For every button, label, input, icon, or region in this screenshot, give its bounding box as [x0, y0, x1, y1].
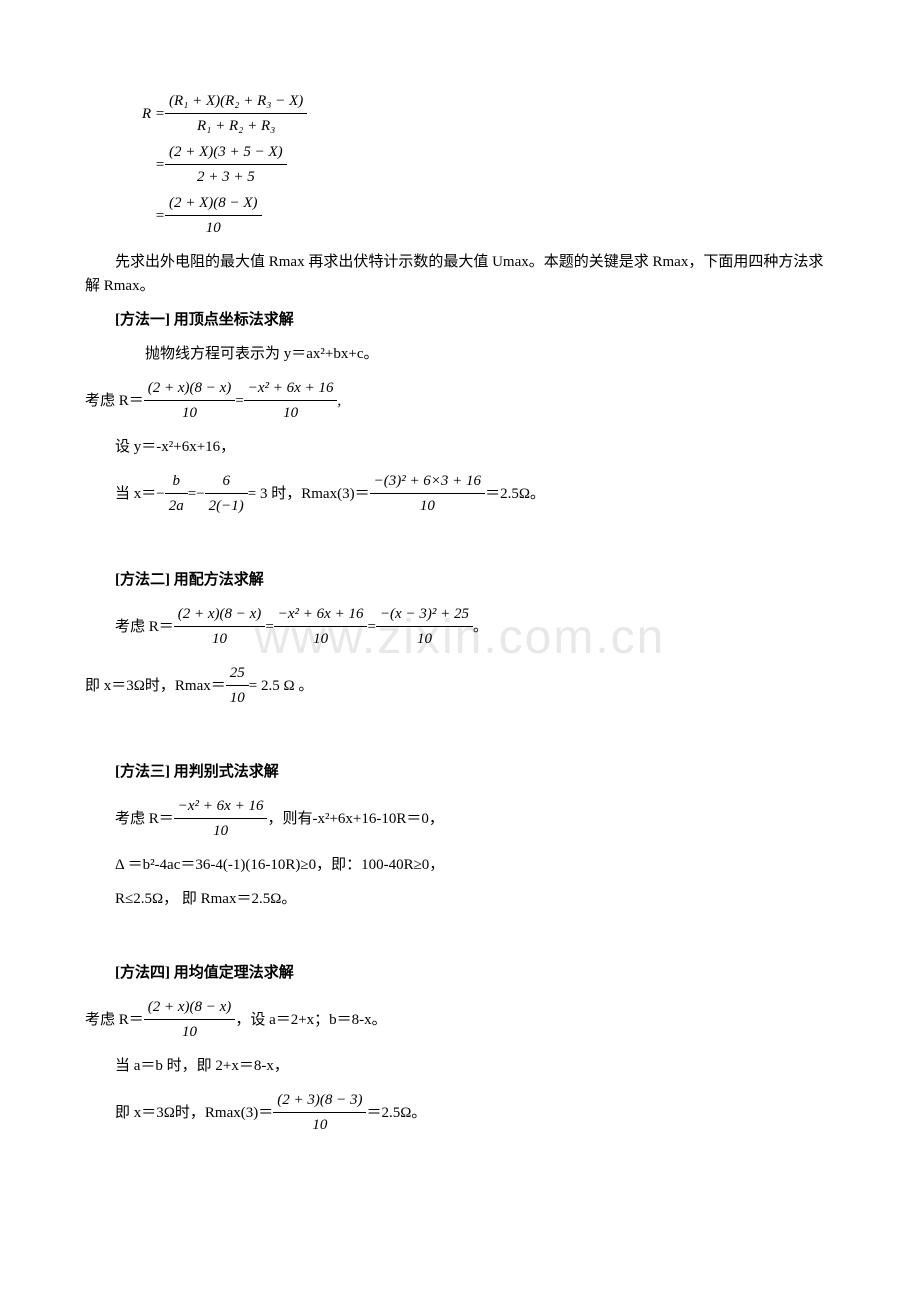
fraction: 25 10 — [226, 661, 249, 710]
method4-eq1: 考虑 R＝ (2 + x)(8 − x) 10 ，设 a＝2+x；b＝8-x。 — [85, 995, 835, 1044]
method4-title: [方法四] 用均值定理法求解 — [85, 961, 835, 985]
result: ＝2.5Ω。 — [366, 1101, 426, 1125]
neg: − — [156, 482, 164, 506]
eq-sign: = — [235, 389, 243, 413]
result: = 2.5 Ω 。 — [249, 674, 314, 698]
method3-line2: Δ ＝b²-4ac＝36-4(-1)(16-10R)≥0，即：100-40R≥0… — [85, 853, 835, 877]
fraction: (2 + X)(8 − X) 10 — [165, 191, 262, 240]
tail: ，设 a＝2+x；b＝8-x。 — [235, 1008, 386, 1032]
method3-title: [方法三] 用判别式法求解 — [85, 760, 835, 784]
method3-line3: R≤2.5Ω， 即 Rmax＝2.5Ω。 — [85, 887, 835, 911]
fraction: b 2a — [165, 469, 188, 518]
consider-label: 考虑 R＝ — [115, 615, 174, 639]
eq-sign: = — [367, 615, 375, 639]
prefix: 即 x＝3Ω时，Rmax(3)＝ — [115, 1101, 273, 1125]
prefix: 当 x＝ — [115, 482, 156, 506]
method4-line2: 当 a＝b 时，即 2+x＝8-x， — [85, 1054, 835, 1078]
method2-eq1: 考虑 R＝ (2 + x)(8 − x) 10 = −x² + 6x + 16 … — [85, 602, 835, 651]
fraction: (2 + x)(8 − x) 10 — [174, 602, 266, 651]
equation-block-1: R = (R₁ + X)(R₂ + R₃ − X) R₁ + R₂ + R₃ =… — [135, 89, 835, 240]
method1-line3: 设 y＝-x²+6x+16， — [85, 435, 835, 459]
fraction: −(3)² + 6×3 + 16 10 — [370, 469, 485, 518]
method3-eq1: 考虑 R＝ −x² + 6x + 16 10 ，则有-x²+6x+16-10R＝… — [85, 794, 835, 843]
method1-eq2: 当 x＝ − b 2a = − 6 2(−1) = 3 时，Rmax(3)＝ −… — [85, 469, 835, 518]
fraction: (2 + x)(8 − x) 10 — [144, 995, 236, 1044]
tail: , — [337, 389, 341, 413]
method1-line1: 抛物线方程可表示为 y＝ax²+bx+c。 — [85, 342, 835, 366]
tail: 。 — [473, 615, 488, 639]
fraction: (R₁ + X)(R₂ + R₃ − X) R₁ + R₂ + R₃ — [165, 89, 307, 138]
method1-title: [方法一] 用顶点坐标法求解 — [85, 308, 835, 332]
intro-text: 先求出外电阻的最大值 Rmax 再求出伏特计示数的最大值 Umax。本题的关键是… — [85, 250, 835, 298]
consider-label: 考虑 R＝ — [85, 389, 144, 413]
neg-space: − — [196, 482, 204, 506]
method1-eq1: 考虑 R＝ (2 + x)(8 − x) 10 = −x² + 6x + 16 … — [85, 376, 835, 425]
tail: ，则有-x²+6x+16-10R＝0， — [267, 807, 443, 831]
page-content: R = (R₁ + X)(R₂ + R₃ − X) R₁ + R₂ + R₃ =… — [85, 89, 835, 1137]
fraction: −(x − 3)² + 25 10 — [376, 602, 473, 651]
method4-eq2: 即 x＝3Ω时，Rmax(3)＝ (2 + 3)(8 − 3) 10 ＝2.5Ω… — [85, 1088, 835, 1137]
fraction: (2 + 3)(8 − 3) 10 — [273, 1088, 366, 1137]
method2-title: [方法二] 用配方法求解 — [85, 568, 835, 592]
method2-eq2: 即 x＝3Ω时，Rmax＝ 25 10 = 2.5 Ω 。 — [85, 661, 835, 710]
fraction: −x² + 6x + 16 10 — [274, 602, 368, 651]
consider-label: 考虑 R＝ — [115, 807, 174, 831]
eq-align: = — [135, 204, 165, 228]
mid-text: = 3 时，Rmax(3)＝ — [248, 482, 370, 506]
fraction: −x² + 6x + 16 10 — [174, 794, 268, 843]
fraction: −x² + 6x + 16 10 — [244, 376, 338, 425]
fraction: (2 + X)(3 + 5 − X) 2 + 3 + 5 — [165, 140, 287, 189]
eq-lhs: R = — [135, 102, 165, 126]
result: ＝2.5Ω。 — [485, 482, 545, 506]
eq-align: = — [135, 153, 165, 177]
fraction: 6 2(−1) — [205, 469, 248, 518]
consider-label: 考虑 R＝ — [85, 1008, 144, 1032]
eq-sign: = — [188, 482, 196, 506]
prefix: 即 x＝3Ω时，Rmax＝ — [85, 674, 226, 698]
fraction: (2 + x)(8 − x) 10 — [144, 376, 236, 425]
eq-sign: = — [265, 615, 273, 639]
